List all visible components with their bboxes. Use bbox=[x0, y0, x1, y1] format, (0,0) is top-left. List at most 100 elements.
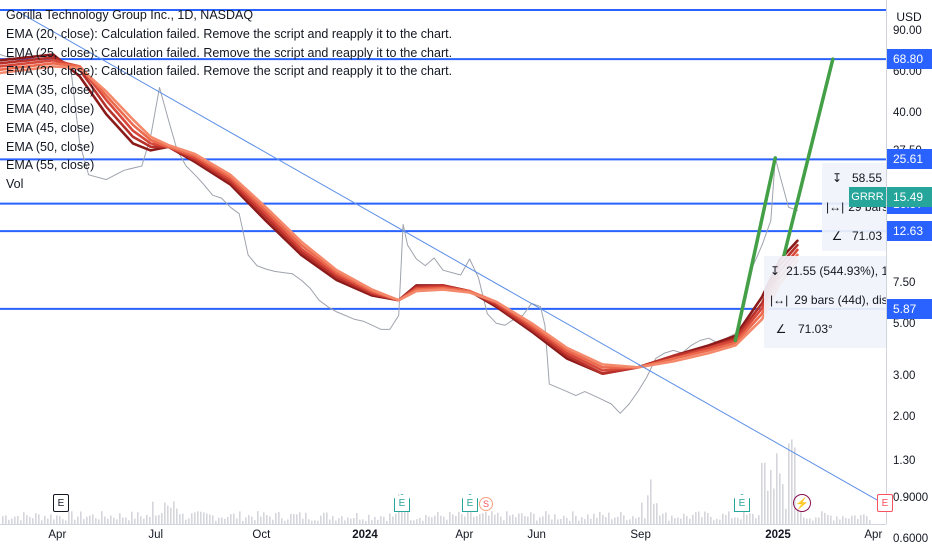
volume-bar bbox=[245, 517, 247, 524]
volume-bar bbox=[11, 518, 13, 524]
volume-bar bbox=[50, 514, 52, 524]
volume-bar bbox=[209, 514, 211, 524]
volume-bar bbox=[518, 513, 520, 524]
volume-bar bbox=[494, 514, 496, 524]
volume-bar bbox=[161, 513, 163, 524]
event-marker-earnings-positive[interactable]: E bbox=[394, 494, 410, 512]
volume-bar bbox=[488, 515, 490, 524]
level-badge-12.63[interactable]: 12.63 bbox=[887, 221, 932, 242]
volume-bar bbox=[5, 515, 7, 524]
legend-ema-45[interactable]: EMA (45, close) bbox=[6, 120, 95, 135]
ticker-badge[interactable]: GRRR bbox=[849, 187, 886, 207]
volume-bar bbox=[464, 516, 466, 524]
volume-bar bbox=[356, 513, 358, 524]
volume-bar bbox=[173, 501, 175, 524]
volume-bar bbox=[737, 517, 739, 524]
volume-bar bbox=[374, 516, 376, 524]
uptrend-line-2 bbox=[782, 57, 835, 257]
volume-bar bbox=[701, 517, 703, 524]
time-tick-label: Apr bbox=[864, 529, 883, 541]
volume-bar bbox=[293, 514, 295, 524]
volume-bar bbox=[107, 518, 109, 524]
legend-ema-20[interactable]: EMA (20, close): Calculation failed. Rem… bbox=[6, 26, 453, 41]
volume-bar bbox=[251, 516, 253, 524]
volume-bar bbox=[359, 519, 361, 524]
volume-bar bbox=[683, 513, 685, 524]
volume-bar bbox=[38, 514, 40, 524]
volume-bar bbox=[176, 508, 178, 524]
volume-bar bbox=[497, 512, 499, 524]
level-badge-5.87[interactable]: 5.87 bbox=[887, 298, 932, 319]
volume-bar bbox=[131, 511, 133, 524]
volume-bar bbox=[29, 516, 31, 524]
volume-bar bbox=[170, 507, 172, 524]
volume-bar bbox=[191, 513, 193, 524]
price-axis[interactable] bbox=[886, 0, 932, 524]
time-tick-label: Apr bbox=[48, 529, 67, 541]
volume-bar bbox=[158, 514, 160, 524]
volume-bar bbox=[14, 516, 16, 524]
current-price-badge[interactable]: 15.49 bbox=[887, 187, 932, 207]
volume-bar bbox=[122, 517, 124, 524]
volume-bar bbox=[569, 520, 571, 524]
volume-bar bbox=[368, 514, 370, 524]
volume-bar bbox=[92, 514, 94, 524]
volume-bar bbox=[521, 513, 523, 524]
time-tick-label: Jul bbox=[148, 529, 164, 541]
level-badge-25.61[interactable]: 25.61 bbox=[887, 149, 932, 170]
volume-bar bbox=[776, 453, 778, 524]
volume-bar bbox=[404, 509, 406, 524]
price-line bbox=[0, 54, 798, 414]
event-marker-earnings[interactable]: E bbox=[53, 494, 69, 512]
volume-bar bbox=[554, 514, 556, 524]
volume-bar bbox=[563, 515, 565, 524]
volume-bar bbox=[155, 515, 157, 524]
measure-row-bars: |↔| 29 bars (44d), dis bbox=[770, 285, 886, 314]
volume-bar bbox=[329, 519, 331, 524]
volume-bar bbox=[152, 501, 154, 524]
volume-bar bbox=[53, 519, 55, 524]
legend-volume[interactable]: Vol bbox=[6, 177, 24, 192]
event-marker-split[interactable]: ⚡ bbox=[793, 494, 811, 512]
volume-bar bbox=[311, 520, 313, 524]
volume-bar bbox=[101, 511, 103, 524]
volume-bar bbox=[68, 511, 70, 524]
legend-ema-35[interactable]: EMA (35, close) bbox=[6, 83, 95, 98]
volume-bar bbox=[662, 513, 664, 524]
time-axis[interactable] bbox=[0, 524, 886, 550]
volume-bar bbox=[530, 512, 532, 524]
volume-bar bbox=[653, 503, 655, 524]
volume-bar bbox=[566, 517, 568, 524]
event-marker-dividend[interactable]: S bbox=[479, 497, 493, 511]
event-marker-earnings-positive[interactable]: E bbox=[734, 494, 750, 512]
volume-bar bbox=[284, 520, 286, 524]
legend-ema-30[interactable]: EMA (30, close): Calculation failed. Rem… bbox=[6, 64, 453, 79]
legend-ema-50[interactable]: EMA (50, close) bbox=[6, 139, 95, 154]
downtrend-line bbox=[17, 10, 886, 506]
legend-ema-25[interactable]: EMA (25, close): Calculation failed. Rem… bbox=[6, 45, 453, 60]
legend-ema-55[interactable]: EMA (55, close) bbox=[6, 158, 95, 173]
volume-bar bbox=[395, 513, 397, 524]
volume-bar bbox=[422, 520, 424, 524]
volume-bar bbox=[545, 511, 547, 524]
volume-bar bbox=[320, 515, 322, 524]
volume-bar bbox=[512, 514, 514, 524]
measure-row-price-change: ↧ 58.55 bbox=[826, 163, 886, 192]
level-badge-68.80[interactable]: 68.80 bbox=[887, 49, 932, 70]
volume-bar bbox=[572, 511, 574, 524]
volume-bar bbox=[503, 520, 505, 524]
volume-bar bbox=[755, 518, 757, 524]
event-marker-earnings-positive[interactable]: E bbox=[462, 494, 478, 512]
event-marker-earnings[interactable]: E bbox=[877, 494, 893, 512]
volume-bar bbox=[866, 516, 868, 524]
volume-bar bbox=[110, 515, 112, 524]
volume-bar bbox=[125, 517, 127, 524]
volume-bar bbox=[272, 519, 274, 524]
volume-bar bbox=[749, 513, 751, 524]
legend-ema-40[interactable]: EMA (40, close) bbox=[6, 101, 95, 116]
volume-bar bbox=[524, 515, 526, 524]
volume-bar bbox=[836, 516, 838, 524]
volume-bar bbox=[764, 462, 766, 524]
currency-label[interactable]: USD bbox=[896, 10, 922, 24]
